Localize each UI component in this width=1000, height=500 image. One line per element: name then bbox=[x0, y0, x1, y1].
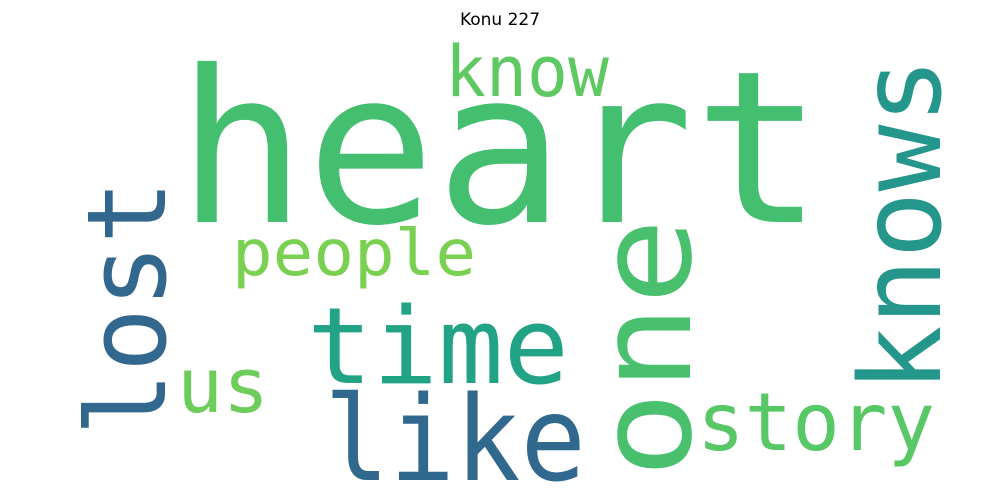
word-like: like bbox=[324, 370, 586, 500]
word-time: time bbox=[307, 285, 569, 408]
word-story: story bbox=[697, 376, 935, 469]
word-lost: lost bbox=[63, 180, 191, 436]
word-one: one bbox=[569, 218, 721, 478]
word-heart: heart bbox=[177, 25, 823, 272]
word-know: know bbox=[445, 31, 610, 113]
word-knows: knows bbox=[837, 58, 967, 393]
word-us: us bbox=[177, 341, 269, 430]
word-people: people bbox=[232, 217, 476, 291]
page-title: Konu 227 bbox=[459, 10, 541, 30]
